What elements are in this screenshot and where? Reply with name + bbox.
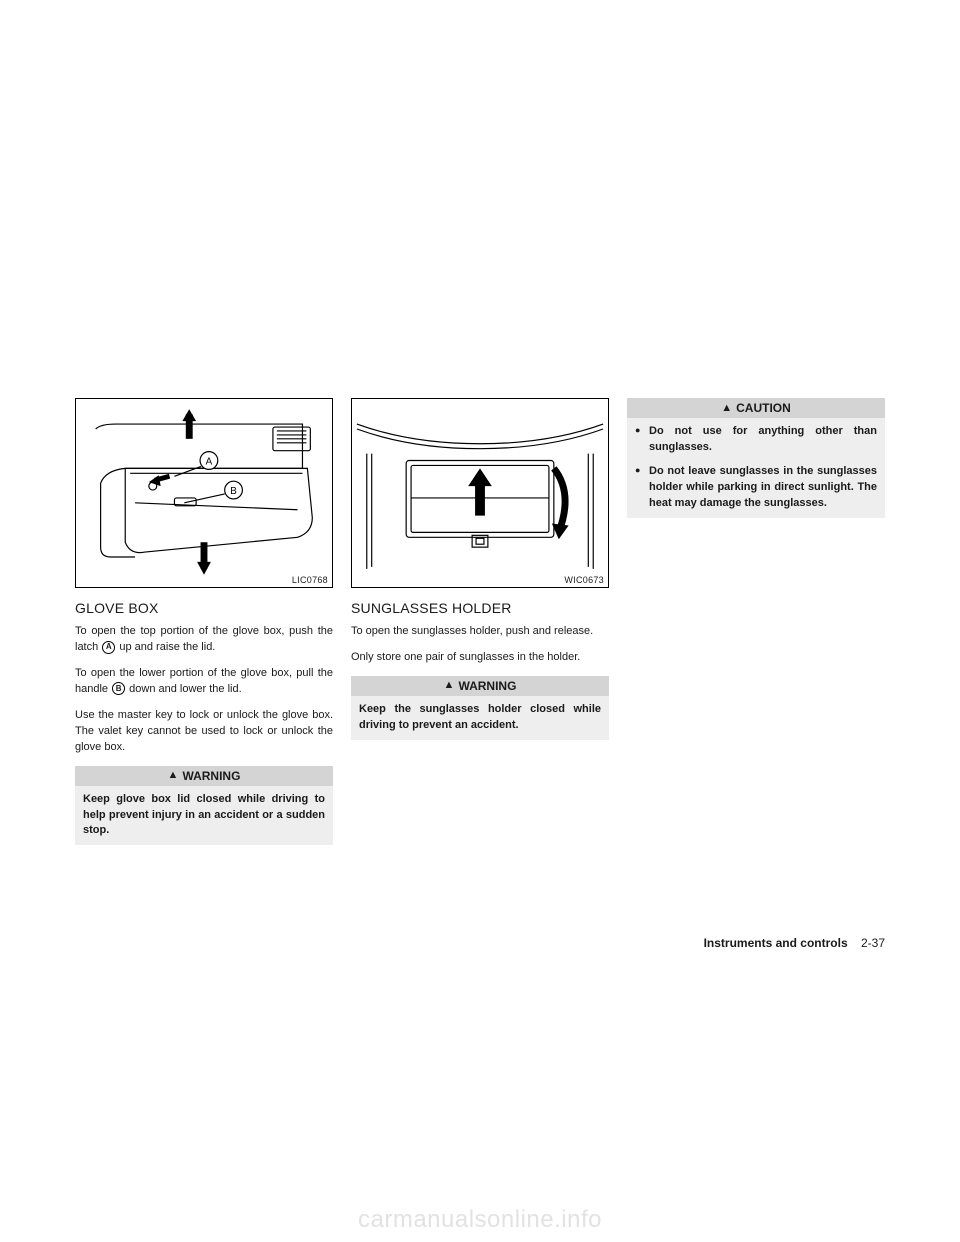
sunglasses-figure: WIC0673 — [351, 398, 609, 588]
caution-box: ▲ CAUTION Do not use for anything other … — [627, 398, 885, 518]
footer-page: 2-37 — [861, 936, 885, 950]
svg-text:A: A — [206, 456, 213, 467]
footer-section: Instruments and controls — [704, 936, 848, 950]
column-1: A B LIC0768 GLOVE BOX To open the top po… — [75, 398, 333, 845]
column-3: ▲ CAUTION Do not use for anything other … — [627, 398, 885, 845]
warning-header-1: ▲ WARNING — [75, 766, 333, 786]
page-content: A B LIC0768 GLOVE BOX To open the top po… — [75, 398, 885, 845]
warning-header-2: ▲ WARNING — [351, 676, 609, 696]
figure-caption-2: WIC0673 — [564, 575, 604, 585]
caution-icon: ▲ — [721, 403, 732, 414]
glove-box-p2: To open the lower portion of the glove b… — [75, 666, 333, 698]
caution-item-1: Do not use for anything other than sungl… — [635, 424, 877, 456]
warning-icon: ▲ — [444, 680, 455, 691]
callout-a-inline: A — [102, 641, 115, 654]
caution-header: ▲ CAUTION — [627, 398, 885, 418]
page-footer: Instruments and controls 2-37 — [704, 936, 885, 950]
sunglasses-illustration — [352, 399, 608, 587]
column-2: WIC0673 SUNGLASSES HOLDER To open the su… — [351, 398, 609, 845]
glove-box-figure: A B LIC0768 — [75, 398, 333, 588]
figure-caption-1: LIC0768 — [292, 575, 328, 585]
glove-box-heading: GLOVE BOX — [75, 600, 333, 616]
caution-item-2: Do not leave sunglasses in the sunglasse… — [635, 464, 877, 512]
warning-icon: ▲ — [168, 770, 179, 781]
glove-box-p1: To open the top portion of the glove box… — [75, 624, 333, 656]
glove-box-illustration: A B — [76, 399, 332, 587]
p1-part-b: up and raise the lid. — [116, 641, 215, 653]
warning-box-1: ▲ WARNING Keep glove box lid closed whil… — [75, 766, 333, 846]
svg-text:B: B — [230, 486, 237, 497]
caution-body: Do not use for anything other than sungl… — [627, 418, 885, 518]
warning-label-2: WARNING — [458, 679, 516, 693]
sunglasses-heading: SUNGLASSES HOLDER — [351, 600, 609, 616]
warning-body-1: Keep glove box lid closed while driving … — [75, 786, 333, 846]
caution-label: CAUTION — [736, 401, 791, 415]
glove-box-p3: Use the master key to lock or unlock the… — [75, 708, 333, 756]
warning-label-1: WARNING — [182, 769, 240, 783]
watermark: carmanualsonline.info — [0, 1206, 960, 1234]
warning-box-2: ▲ WARNING Keep the sunglasses holder clo… — [351, 676, 609, 740]
warning-body-2: Keep the sunglasses holder closed while … — [351, 696, 609, 740]
sunglasses-p1: To open the sunglasses holder, push and … — [351, 624, 609, 640]
p2-part-b: down and lower the lid. — [126, 683, 242, 695]
caution-list: Do not use for anything other than sungl… — [635, 424, 877, 512]
callout-b-inline: B — [112, 682, 125, 695]
sunglasses-p2: Only store one pair of sunglasses in the… — [351, 650, 609, 666]
